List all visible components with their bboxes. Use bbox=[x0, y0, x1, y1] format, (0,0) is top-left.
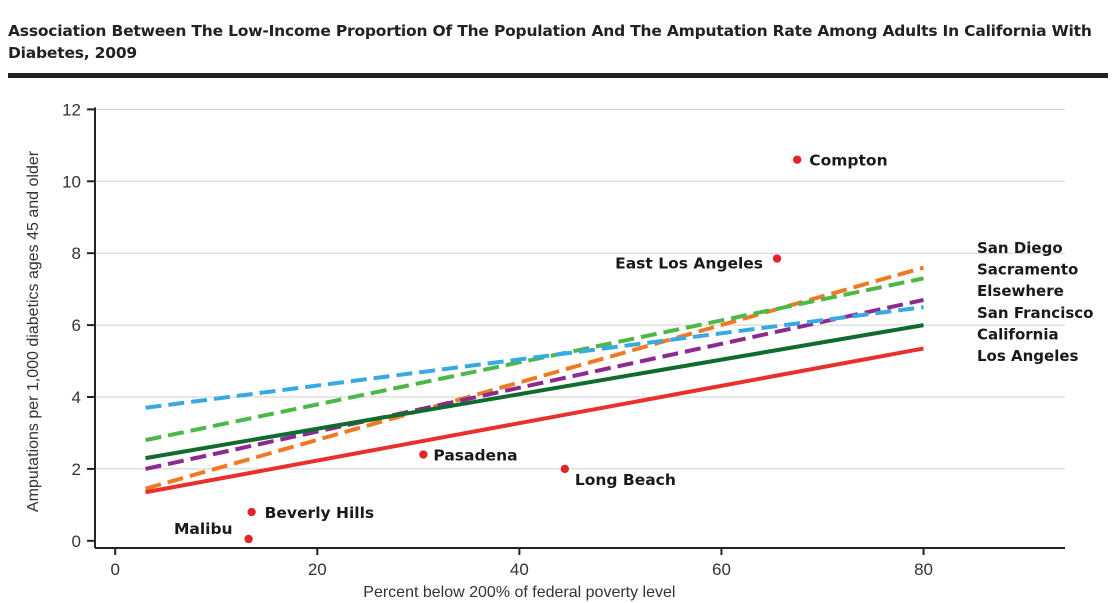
trend-line bbox=[145, 305, 924, 410]
chart-title: Association Between The Low-Income Propo… bbox=[8, 22, 1092, 62]
point-label: Pasadena bbox=[433, 447, 517, 465]
data-point bbox=[772, 254, 782, 263]
x-tick-label: 40 bbox=[510, 560, 529, 579]
data-points: Compton East Los Angeles Pasadena Long Beac… bbox=[174, 152, 888, 544]
gridlines bbox=[95, 108, 1065, 470]
data-point bbox=[244, 534, 253, 544]
y-tick-label: 12 bbox=[62, 100, 81, 119]
trend-lines bbox=[144, 265, 925, 495]
legend-entry: San Diego bbox=[977, 239, 1063, 257]
y-tick-label: 2 bbox=[72, 460, 81, 479]
point-label: Compton bbox=[809, 152, 887, 170]
trend-line bbox=[145, 297, 924, 471]
y-tick-label: 6 bbox=[72, 316, 81, 335]
legend-entry: Sacramento bbox=[977, 261, 1078, 279]
data-point bbox=[560, 464, 570, 474]
legend-entry: California bbox=[977, 325, 1059, 343]
y-tick-label: 4 bbox=[72, 388, 81, 407]
data-point bbox=[419, 450, 428, 459]
legend-entry: Los Angeles bbox=[977, 347, 1079, 365]
y-tick-label: 8 bbox=[72, 244, 81, 263]
data-point bbox=[247, 507, 256, 517]
x-tick-label: 20 bbox=[308, 560, 327, 579]
point-label: Malibu bbox=[174, 520, 233, 538]
x-tick-label: 60 bbox=[712, 560, 731, 579]
y-tick-label: 0 bbox=[72, 532, 81, 551]
point-label: Beverly Hills bbox=[265, 504, 375, 522]
legend-entry: San Francisco bbox=[977, 304, 1093, 322]
legend: San Diego Sacramento Elsewhere San Francisc… bbox=[977, 239, 1093, 365]
point-label: Long Beach bbox=[575, 471, 676, 489]
x-tick-label: 0 bbox=[110, 560, 119, 579]
x-axis-label: Percent below 200% of federal poverty le… bbox=[363, 584, 675, 601]
title-rule bbox=[8, 73, 1108, 78]
legend-entry: Elsewhere bbox=[977, 282, 1064, 300]
trend-line bbox=[144, 265, 925, 491]
data-point bbox=[793, 155, 802, 164]
trend-line bbox=[145, 346, 924, 495]
axes: 0 2 4 6 8 10 12 0 20 40 60 80 bbox=[62, 100, 1065, 579]
trend-line bbox=[145, 323, 924, 461]
y-tick-label: 10 bbox=[62, 172, 81, 191]
y-axis-label: Amputations per 1,000 diabetics ages 45 … bbox=[25, 150, 42, 512]
x-tick-label: 80 bbox=[914, 560, 933, 579]
point-label: East Los Angeles bbox=[615, 255, 763, 273]
